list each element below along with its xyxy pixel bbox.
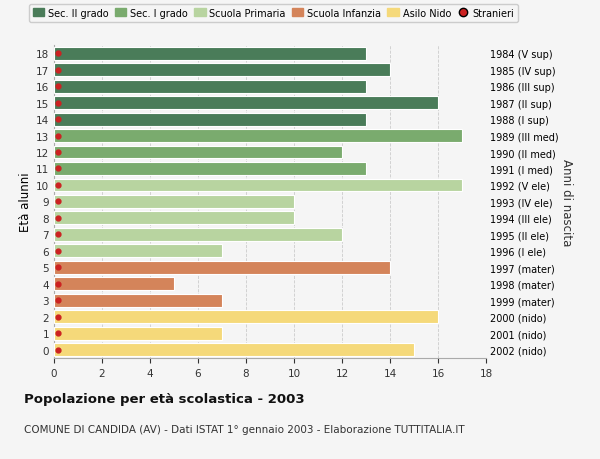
Bar — [54, 311, 438, 323]
Y-axis label: Età alunni: Età alunni — [19, 172, 32, 232]
Bar — [54, 245, 222, 257]
Bar — [54, 343, 414, 356]
Bar — [54, 162, 366, 175]
Bar — [54, 81, 366, 93]
Bar — [54, 261, 390, 274]
Bar — [54, 130, 462, 143]
Bar — [54, 294, 222, 307]
Bar — [54, 196, 294, 208]
Text: COMUNE DI CANDIDA (AV) - Dati ISTAT 1° gennaio 2003 - Elaborazione TUTTITALIA.IT: COMUNE DI CANDIDA (AV) - Dati ISTAT 1° g… — [24, 425, 464, 435]
Bar — [54, 97, 438, 110]
Bar — [54, 113, 366, 126]
Bar — [54, 229, 342, 241]
Bar — [54, 64, 390, 77]
Bar — [54, 146, 342, 159]
Bar — [54, 179, 462, 192]
Y-axis label: Anni di nascita: Anni di nascita — [560, 158, 572, 246]
Bar — [54, 212, 294, 225]
Legend: Sec. II grado, Sec. I grado, Scuola Primaria, Scuola Infanzia, Asilo Nido, Stran: Sec. II grado, Sec. I grado, Scuola Prim… — [29, 5, 518, 22]
Bar — [54, 278, 174, 291]
Bar — [54, 48, 366, 61]
Text: Popolazione per età scolastica - 2003: Popolazione per età scolastica - 2003 — [24, 392, 305, 405]
Bar — [54, 327, 222, 340]
